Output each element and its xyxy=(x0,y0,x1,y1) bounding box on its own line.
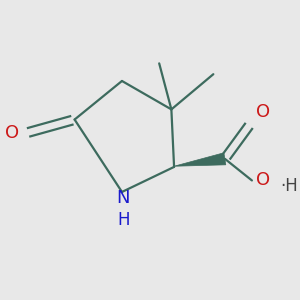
Polygon shape xyxy=(174,153,226,166)
Text: H: H xyxy=(117,211,130,229)
Text: O: O xyxy=(256,103,270,121)
Text: N: N xyxy=(117,189,130,207)
Text: O: O xyxy=(5,124,19,142)
Text: O: O xyxy=(256,172,270,190)
Text: ·H: ·H xyxy=(280,177,298,195)
